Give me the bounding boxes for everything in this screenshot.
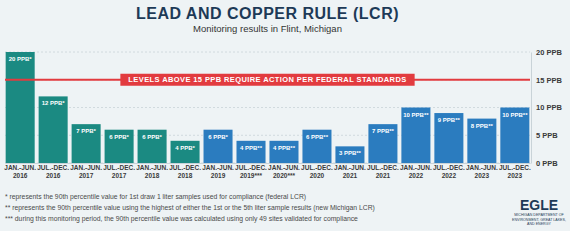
x-tick-label: JAN.-JUN.2023: [466, 164, 498, 179]
data-label: 12 PPB*: [42, 100, 66, 106]
x-tick-label: JAN.-JUN.2022: [400, 164, 432, 179]
data-label: 6 PPB**: [306, 134, 329, 140]
x-tick-label: JAN.-JUN.2016: [4, 164, 36, 179]
bar: [138, 130, 167, 163]
data-label: 6 PPB*: [142, 134, 162, 140]
bar: [39, 96, 68, 163]
x-tick-label: JUL.-DEC.2018: [169, 164, 201, 179]
reference-label-box: [120, 74, 414, 86]
x-tick-label: JUL.-DEC.2019***: [235, 164, 267, 179]
y-tick: 20 PPB: [531, 48, 562, 57]
data-label: 9 PPB**: [438, 117, 461, 123]
logo-line: AND ENERGY: [527, 222, 551, 226]
data-labels: 20 PPB* 12 PPB* 7 PPB* 6 PPB* 6 PPB* 4 PPB* 6 …: [9, 56, 529, 156]
x-tick-label: JAN.-JUN.2019: [202, 164, 234, 179]
bar: [6, 52, 35, 163]
bar: [171, 141, 200, 163]
x-tick-label: JAN.-JUN.2018: [136, 164, 168, 179]
reference-label: LEVELS ABOVE 15 PPB REQUIRE ACTION PER F…: [128, 75, 406, 84]
bar: [500, 108, 529, 164]
bar: [72, 124, 101, 163]
x-tick: JAN.-JUN.2018: [136, 164, 168, 179]
logo: EGLEMICHIGAN DEPARTMENT OFENVIRONMENT, G…: [512, 197, 566, 226]
chart: LEAD AND COPPER RULE (LCR)Monitoring res…: [0, 0, 570, 231]
x-tick: JUL.-DEC.2022: [433, 164, 465, 179]
bar: [204, 130, 233, 163]
data-label: 6 PPB*: [109, 134, 129, 140]
x-tick: JAN.-JUN.2023: [466, 164, 498, 179]
x-axis: JAN.-JUN.2016JUL.-DEC.2016JAN.-JUN.2017J…: [4, 164, 531, 179]
footnote: ** represents the 90th percentile value …: [5, 204, 375, 212]
footnote: *** during this monitoring period, the 9…: [5, 215, 358, 223]
y-tick-label: 15 PPB: [536, 76, 562, 85]
background: [0, 0, 570, 231]
x-tick: JUL.-DEC.2018: [169, 164, 201, 179]
x-tick-label: JUL.-DEC.2017: [103, 164, 135, 179]
x-tick: JAN.-JUN.2021: [334, 164, 366, 179]
data-label: 4 PPB**: [273, 145, 296, 151]
x-tick: JUL.-DEC.2021: [367, 164, 399, 179]
bar: [335, 146, 364, 163]
data-label: 3 PPB**: [339, 150, 362, 156]
y-tick: 5 PPB: [531, 131, 558, 140]
x-tick: JUL.-DEC.2017: [103, 164, 135, 179]
logo-text: EGLE: [520, 197, 558, 213]
data-label: 7 PPB**: [372, 128, 395, 134]
x-tick: JUL.-DEC.2016: [37, 164, 69, 179]
data-label: 4 PPB**: [240, 145, 263, 151]
x-tick-label: JUL.-DEC.2016: [37, 164, 69, 179]
grid: [5, 52, 530, 163]
x-tick-label: JUL.-DEC.2021: [367, 164, 399, 179]
grid-line: [5, 107, 530, 108]
y-tick: 10 PPB: [531, 103, 562, 112]
y-axis: 0 PPB 5 PPB 10 PPB 15 PPB 20 PPB: [531, 48, 562, 168]
footnote: * represents the 90th percentile value f…: [5, 193, 306, 201]
title: LEAD AND COPPER RULE (LCR): [136, 5, 399, 22]
logo-line: ENVIRONMENT, GREAT LAKES,: [512, 218, 566, 222]
x-tick: JUL.-DEC.2020: [301, 164, 333, 179]
x-tick: JAN.-JUN.2020***: [268, 164, 300, 179]
data-label: 10 PPB**: [502, 112, 528, 118]
data-label: 10 PPB**: [403, 112, 429, 118]
x-tick: JAN.-JUN.2019: [202, 164, 234, 179]
x-tick: JUL.-DEC.2019***: [235, 164, 267, 179]
x-tick: JAN.-JUN.2016: [4, 164, 36, 179]
bar: [105, 130, 134, 163]
x-tick-label: JAN.-JUN.2021: [334, 164, 366, 179]
y-axis-line: [531, 53, 532, 164]
footnotes: * represents the 90th percentile value f…: [5, 193, 375, 223]
x-tick-label: JUL.-DEC.2022: [433, 164, 465, 179]
grid-line: [5, 52, 530, 53]
subtitle: Monitoring results in Flint, Michigan: [193, 23, 342, 34]
bar: [467, 119, 496, 163]
bar: [302, 130, 331, 163]
bar: [269, 141, 298, 163]
y-tick-label: 20 PPB: [536, 48, 562, 57]
data-label: 7 PPB*: [76, 128, 96, 134]
y-tick-label: 0 PPB: [536, 159, 558, 168]
x-tick-label: JUL.-DEC.2020: [301, 164, 333, 179]
data-label: 4 PPB*: [175, 145, 195, 151]
x-tick: JUL.-DEC.2023: [499, 164, 531, 179]
bar: [237, 141, 266, 163]
bar: [434, 113, 463, 163]
x-tick: JAN.-JUN.2017: [70, 164, 102, 179]
y-tick-label: 10 PPB: [536, 103, 562, 112]
logo-line: MICHIGAN DEPARTMENT OF: [514, 213, 564, 217]
bar: [368, 124, 397, 163]
y-tick: 0 PPB: [531, 159, 558, 168]
x-tick-label: JAN.-JUN.2020***: [268, 164, 300, 179]
x-tick: JAN.-JUN.2022: [400, 164, 432, 179]
bar: [401, 108, 430, 164]
x-tick-label: JUL.-DEC.2023: [499, 164, 531, 179]
bars: [6, 52, 530, 163]
y-tick: 15 PPB: [531, 76, 562, 85]
reference-line-group: LEVELS ABOVE 15 PPB REQUIRE ACTION PER F…: [5, 74, 530, 86]
y-tick-label: 5 PPB: [536, 131, 558, 140]
data-label: 20 PPB*: [9, 56, 33, 62]
data-label: 6 PPB*: [208, 134, 228, 140]
x-tick-label: JAN.-JUN.2017: [70, 164, 102, 179]
data-label: 8 PPB**: [471, 123, 494, 129]
